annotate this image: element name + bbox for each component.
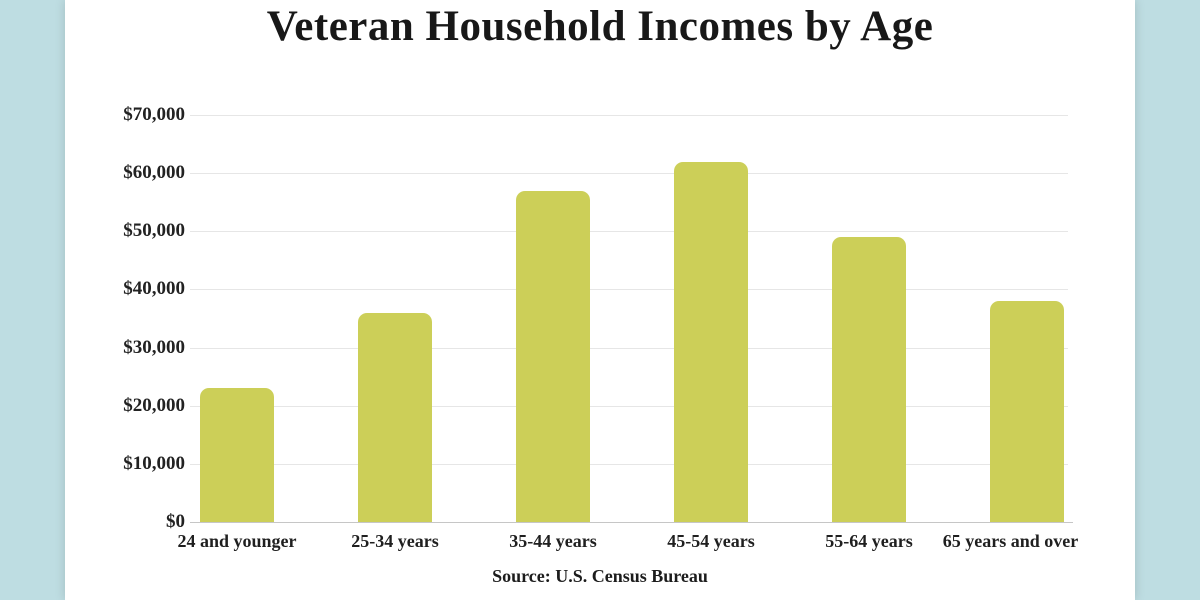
y-axis-tick-label: $60,000 [123,162,185,184]
x-axis-tick-label: 65 years and over [942,531,1079,551]
bar-65-years-and-over [990,301,1064,522]
bar-35-44-years [516,190,590,522]
y-axis-tick-label: $70,000 [123,104,185,125]
chart-title: Veteran Household Incomes by Age [266,3,934,50]
y-axis-tick-label: $30,000 [123,336,185,358]
gridline-40000 [190,289,1068,291]
x-axis-tick-label: 35-44 years [509,531,597,551]
bar-25-34-years [358,312,432,522]
gridline-30000 [190,347,1068,349]
bar-45-54-years [674,161,748,522]
bar-24-and-younger [200,388,274,522]
source-caption: Source: U.S. Census Bureau [492,566,708,586]
gridline-50000 [190,231,1068,233]
y-axis-tick-label: $20,000 [123,394,185,416]
x-axis-line [190,522,1073,523]
x-axis-tick-label: 24 and younger [177,531,297,551]
x-axis-tick-label: 25-34 years [351,531,439,551]
gridline-60000 [190,173,1068,175]
x-axis-tick-label: 45-54 years [667,531,755,551]
chart-card: Veteran Household Incomes by Age $0 $10,0… [65,0,1135,600]
y-axis-tick-label: $10,000 [123,452,185,474]
gridline-20000 [190,405,1068,407]
y-axis-tick-label: $0 [166,511,185,532]
plot-area: $0 $10,000 $20,000 $30,000 $40,000 $50,000 $60… [65,0,1135,600]
gridline-10000 [190,463,1068,465]
gridline-70000 [190,115,1068,116]
bar-55-64-years [832,237,906,522]
y-axis-tick-label: $50,000 [123,220,185,242]
x-axis-tick-label: 55-64 years [825,531,913,551]
y-axis-tick-label: $40,000 [123,278,185,300]
